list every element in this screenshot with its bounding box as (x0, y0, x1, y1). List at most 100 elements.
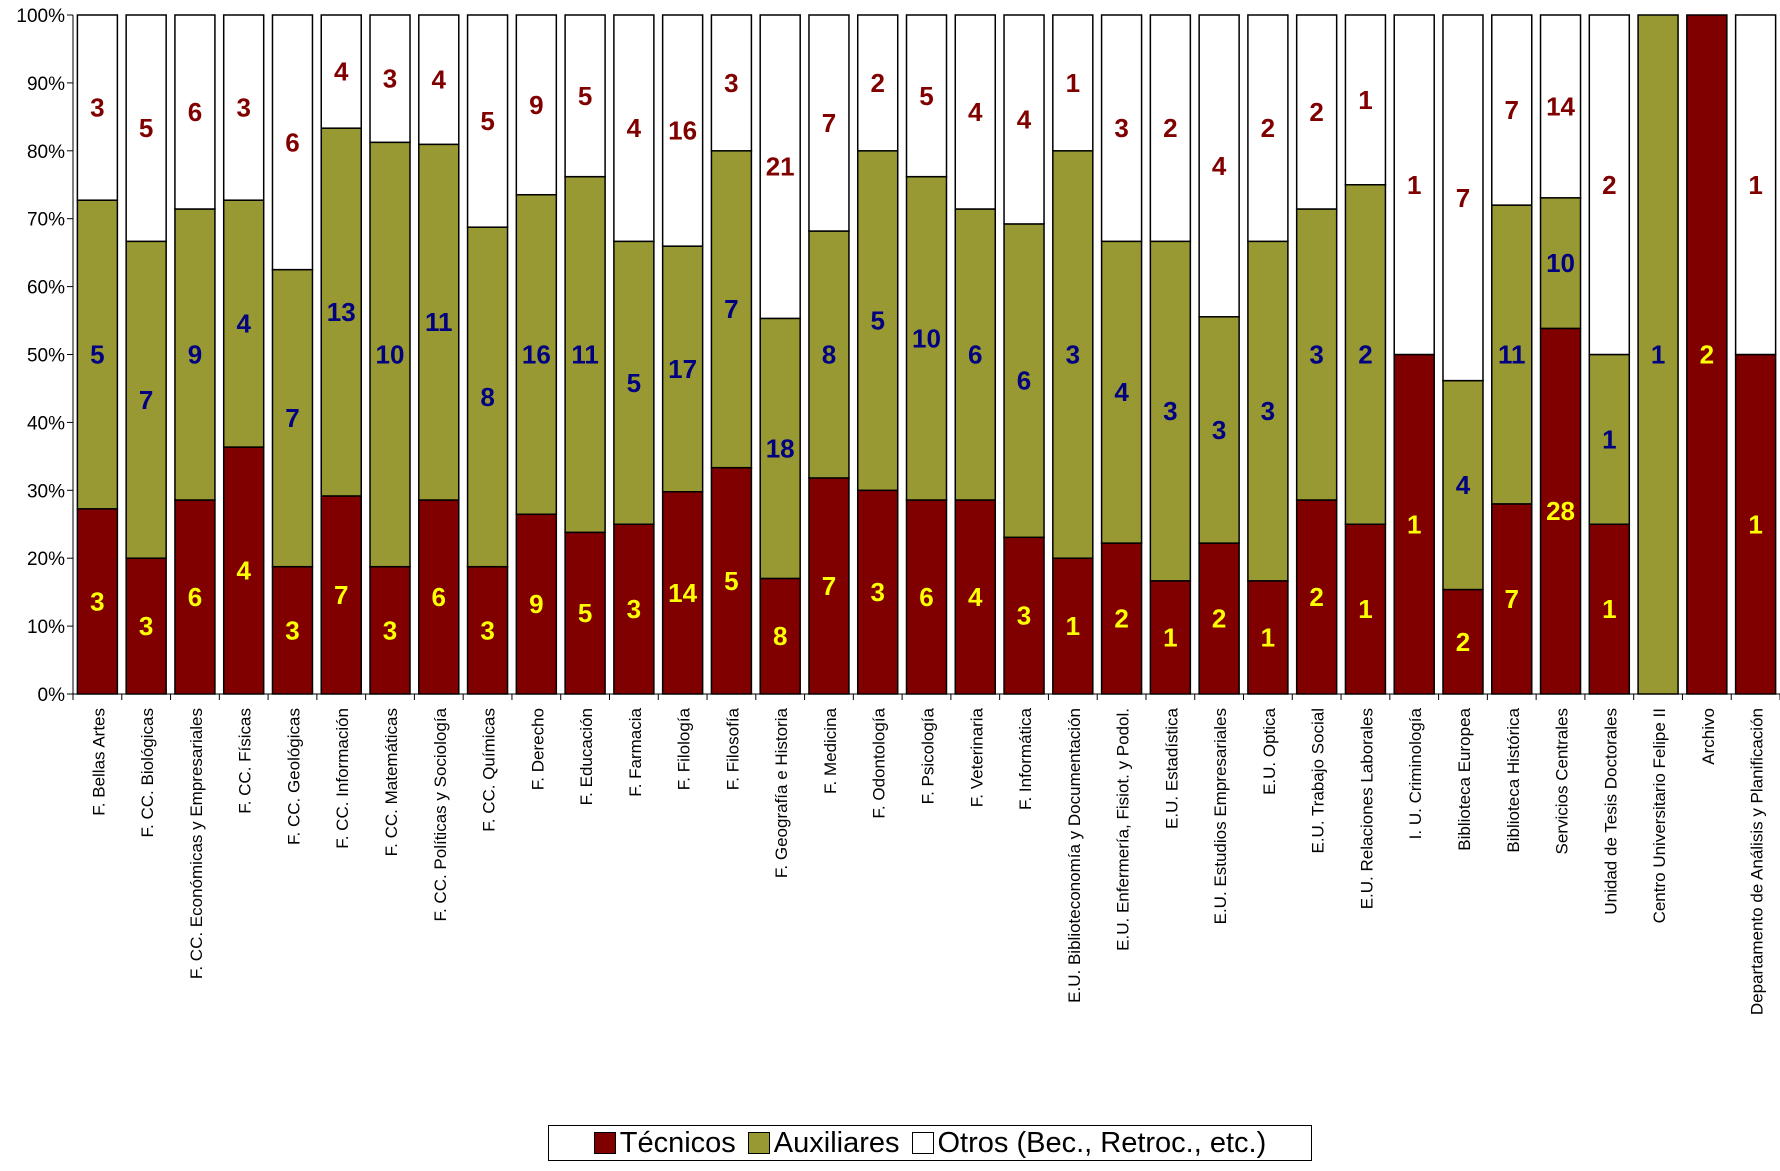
bar-segment-auxiliares (174, 208, 216, 501)
data-label: 4 (627, 113, 642, 143)
y-tick-label: 30% (27, 481, 65, 502)
bar-segment-tcnicos (613, 523, 655, 695)
x-tick-label: F. CC. Matemáticas (382, 708, 401, 856)
y-tick-label: 50% (27, 346, 65, 367)
x-tick-label: F. CC. Físicas (236, 708, 255, 814)
bar-segment-otros (1442, 14, 1484, 382)
data-label: 3 (870, 577, 884, 607)
data-label: 5 (627, 368, 641, 398)
bar-segment-otros (759, 14, 801, 320)
data-label: 1 (1066, 611, 1080, 641)
bar-segment-otros (808, 14, 850, 232)
bar-segment-otros (710, 14, 753, 152)
y-tick-label: 80% (27, 142, 65, 163)
bar-segment-otros (125, 14, 167, 243)
data-label: 6 (968, 340, 982, 370)
data-label: 3 (1309, 340, 1323, 370)
y-tick-label: 60% (27, 278, 65, 299)
data-label: 10 (1546, 248, 1575, 278)
data-label: 5 (90, 340, 104, 370)
x-tick-label: F. CC. Económicas y Empresariales (187, 708, 206, 979)
data-label: 4 (968, 582, 983, 612)
bar-segment-tcnicos (1539, 327, 1582, 695)
data-label: 3 (383, 64, 397, 94)
bar-segment-otros (1100, 14, 1143, 243)
x-tick-label: Servicios Centrales (1553, 708, 1572, 854)
data-label: 2 (1602, 170, 1616, 200)
x-tick-label: I. U. Criminología (1406, 707, 1425, 839)
x-tick-label: F. Informática (1016, 707, 1035, 810)
bar-segment-otros (1052, 14, 1094, 152)
bar-segment-auxiliares (1588, 353, 1631, 525)
bar-segment-otros (271, 14, 314, 271)
y-tick-label: 0% (38, 685, 66, 706)
y-tick-label: 10% (27, 617, 65, 638)
bar-segment-tcnicos (369, 565, 411, 695)
bar-segment-tcnicos (954, 499, 997, 695)
data-label: 3 (139, 611, 153, 641)
bar-segment-otros (76, 14, 119, 201)
data-label: 1 (1602, 594, 1616, 624)
x-tick-label: Biblioteca Europea (1455, 707, 1474, 850)
bar-segment-tcnicos (759, 577, 801, 695)
x-tick-label: Biblioteca Histórica (1504, 707, 1523, 852)
data-label: 14 (1546, 91, 1575, 121)
legend-label-otros: Otros (Bec., Retroc., etc.) (937, 1126, 1267, 1159)
bar-segment-auxiliares (1491, 204, 1533, 505)
bar-segment-otros (1734, 14, 1777, 356)
bar-segment-tcnicos (418, 499, 460, 695)
x-tick-label: Departamento de Análisis y Planificación (1748, 708, 1767, 1015)
bar-segment-otros (1247, 14, 1289, 243)
bar-segment-auxiliares (1247, 240, 1289, 582)
x-tick-label: Archivo (1699, 708, 1718, 765)
legend-swatch-auxiliares (747, 1132, 770, 1154)
data-label: 13 (327, 297, 356, 327)
data-label: 2 (1358, 340, 1372, 370)
data-label: 6 (919, 582, 933, 612)
bar-segment-tcnicos (710, 466, 753, 695)
data-label: 1 (1358, 85, 1372, 115)
data-label: 3 (383, 615, 397, 645)
data-label: 7 (285, 403, 299, 433)
bar-segment-auxiliares (1442, 379, 1484, 591)
data-label: 4 (1212, 151, 1227, 181)
data-label: 4 (1114, 377, 1129, 407)
bar-segment-auxiliares (1637, 14, 1679, 695)
data-label: 7 (822, 108, 836, 138)
legend-swatch-tecnicos (593, 1132, 616, 1154)
x-tick-label: F. Derecho (528, 708, 547, 790)
x-tick-label: F. CC. Geológicas (284, 708, 303, 845)
bar-segment-tcnicos (1198, 542, 1240, 695)
data-label: 2 (1700, 340, 1714, 370)
y-tick-label: 70% (27, 210, 65, 231)
data-label: 4 (1017, 104, 1032, 134)
data-label: 4 (432, 65, 447, 95)
bar-segment-auxiliares (1539, 197, 1582, 330)
data-label: 5 (870, 306, 884, 336)
x-tick-label: F. Veterinaria (967, 707, 986, 807)
data-label: 16 (668, 116, 697, 146)
data-label: 18 (766, 433, 795, 463)
data-label: 3 (1163, 396, 1177, 426)
bar-segment-auxiliares (954, 208, 997, 501)
x-tick-label: F. Bellas Artes (89, 708, 108, 816)
data-label: 2 (870, 68, 884, 98)
x-tick-label: F. Medicina (821, 707, 840, 794)
data-label: 8 (773, 621, 787, 651)
data-label: 1 (1651, 340, 1665, 370)
x-tick-label: Centro Universitario Felipe II (1650, 708, 1669, 923)
x-tick-label: F. Odontología (870, 707, 889, 818)
data-label: 4 (236, 556, 251, 586)
bar-segment-auxiliares (1149, 240, 1192, 582)
data-label: 3 (724, 68, 738, 98)
bar-segment-tcnicos (564, 531, 606, 695)
data-label: 3 (236, 93, 250, 123)
chart-legend: Técnicos Auxiliares Otros (Bec., Retroc.… (548, 1125, 1312, 1161)
data-label: 7 (822, 571, 836, 601)
data-label: 2 (1212, 604, 1226, 634)
data-label: 1 (1602, 424, 1616, 454)
bar-segment-otros (1344, 14, 1387, 186)
bar-segment-otros (320, 14, 362, 129)
bar-segment-tcnicos (1442, 588, 1484, 695)
bar-segment-otros (905, 14, 948, 178)
